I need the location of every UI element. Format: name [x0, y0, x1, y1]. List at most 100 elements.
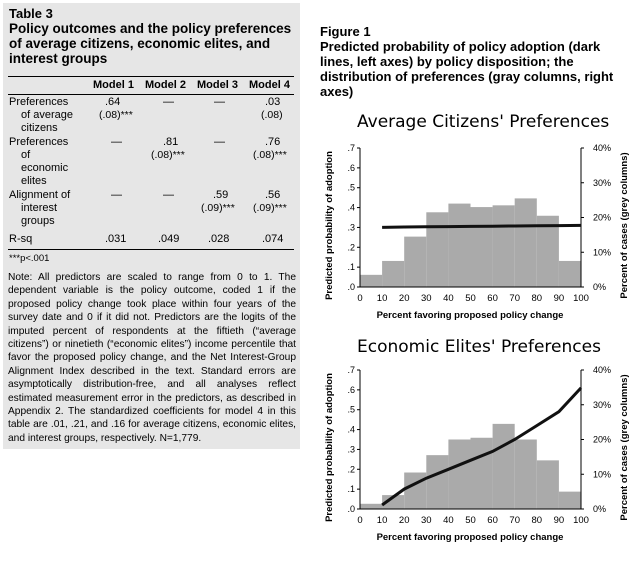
y-axis-title: Predicted probability of adoption — [324, 373, 335, 522]
col-header-model-3: Model 3 — [197, 79, 238, 91]
y2-tick-label-0: 0% — [593, 282, 606, 292]
y-tick-label-0: .0 — [347, 504, 355, 514]
row-label-average-citizens-1: Preferences — [9, 96, 69, 108]
y-axis-title: Predicted probability of adoption — [324, 151, 335, 300]
y-tick-label-6: .6 — [347, 163, 355, 173]
row-label-elites-3: economic — [21, 162, 69, 174]
x-tick-label-4: 40 — [443, 515, 454, 526]
header-rule-top — [8, 76, 294, 77]
row-label-groups-2: interest — [21, 202, 58, 214]
y-tick-label-1: .1 — [347, 262, 355, 272]
x-tick-label-7: 70 — [509, 293, 520, 304]
significance-note: ***p<.001 — [9, 253, 50, 264]
bar-0 — [360, 274, 383, 287]
x-tick-label-2: 20 — [399, 293, 410, 304]
y2-tick-label-4: 40% — [593, 143, 611, 153]
x-tick-label-1: 10 — [377, 293, 388, 304]
figure-caption: Predicted probability of policy adoption… — [320, 39, 614, 99]
rsq-m3: .028 — [208, 233, 230, 245]
coef-m4-groups: .56 — [265, 189, 281, 201]
chart-average-citizens: .0 .1 .2 .3 .4 .5 .6 .7 0% 10% 20% 30% 40% 0 10 20 30 40 5… — [324, 143, 630, 321]
bar-5 — [470, 437, 493, 509]
x-tick-label-4: 40 — [443, 293, 454, 304]
bar-8 — [536, 460, 559, 509]
table-number: Table 3 — [9, 6, 53, 21]
se-m4-groups: (.09)*** — [253, 202, 287, 214]
bar-1 — [382, 495, 405, 509]
table-bottom-rule — [8, 249, 294, 250]
x-tick-label-10: 100 — [573, 515, 589, 526]
figure-caption-block: Figure 1 Predicted probability of policy… — [320, 24, 632, 99]
y2-tick-label-1: 10% — [593, 247, 611, 257]
col-header-model-1: Model 1 — [93, 79, 134, 91]
bar-7 — [514, 439, 537, 509]
y2-tick-label-2: 20% — [593, 213, 611, 223]
dash-m1-elites: — — [111, 136, 122, 148]
x-tick-label-5: 50 — [465, 293, 476, 304]
bar-2 — [404, 236, 427, 287]
coef-m4-avg: .03 — [265, 96, 281, 108]
rsq-m4: .074 — [262, 233, 284, 245]
y-tick-label-3: .3 — [347, 222, 355, 232]
dash-m1-groups: — — [111, 189, 122, 201]
y2-axis-title: Percent of cases (grey columns) — [619, 152, 630, 298]
y-tick-label-4: .4 — [347, 203, 355, 213]
bar-6 — [492, 423, 515, 509]
bar-2 — [404, 472, 427, 509]
x-tick-label-7: 70 — [509, 515, 520, 526]
x-tick-label-0: 0 — [357, 515, 362, 526]
y-tick-label-2: .2 — [347, 242, 355, 252]
col-header-model-4: Model 4 — [249, 79, 290, 91]
chart-economic-elites: .0 .1 .2 .3 .4 .5 .6 .7 0% 10% 20% 30% 40% 0 10 20 30 40 5… — [324, 365, 630, 543]
row-label-elites-1: Preferences — [9, 136, 69, 148]
bar-7 — [514, 198, 537, 287]
dash-m2-groups: — — [163, 189, 174, 201]
x-axis-title: Percent favoring proposed policy change — [377, 310, 564, 321]
rsq-m1: .031 — [105, 233, 127, 245]
x-tick-label-10: 100 — [573, 293, 589, 304]
se-m3-groups: (.09)*** — [201, 202, 235, 214]
chart-2-title: Economic Elites' Preferences — [357, 337, 601, 357]
dash-m3-elites: — — [214, 136, 225, 148]
y-tick-label-0: .0 — [347, 282, 355, 292]
y2-tick-label-3: 30% — [593, 400, 611, 410]
y-tick-label-6: .6 — [347, 385, 355, 395]
figure-number: Figure 1 — [320, 24, 371, 39]
y2-tick-label-4: 40% — [593, 365, 611, 375]
header-rule-bottom — [8, 94, 294, 95]
coef-m4-elites: .76 — [265, 136, 281, 148]
x-axis-title: Percent favoring proposed policy change — [377, 532, 564, 543]
row-label-rsq: R-sq — [9, 233, 33, 245]
y2-tick-label-3: 30% — [593, 178, 611, 188]
bar-8 — [536, 215, 559, 287]
x-tick-label-3: 30 — [421, 293, 432, 304]
table-note: Note: All predictors are scaled to range… — [8, 272, 296, 444]
bar-3 — [426, 212, 449, 287]
bar-9 — [558, 260, 581, 287]
y2-axis-title: Percent of cases (grey columns) — [619, 374, 630, 520]
x-tick-label-1: 10 — [377, 515, 388, 526]
coef-m2-elites: .81 — [163, 136, 179, 148]
x-tick-label-9: 90 — [554, 515, 565, 526]
x-tick-label-2: 20 — [399, 515, 410, 526]
row-label-groups-3: groups — [21, 215, 55, 227]
x-tick-label-8: 80 — [532, 515, 543, 526]
se-m4-avg: (.08) — [261, 109, 283, 121]
bar-6 — [492, 205, 515, 287]
row-label-average-citizens-2: of average — [21, 109, 73, 121]
y-tick-label-1: .1 — [347, 484, 355, 494]
y-tick-label-3: .3 — [347, 444, 355, 454]
x-tick-label-0: 0 — [357, 293, 362, 304]
bar-5 — [470, 207, 493, 287]
col-header-model-2: Model 2 — [145, 79, 186, 91]
bar-4 — [448, 439, 471, 509]
y-tick-label-7: .7 — [347, 365, 355, 375]
coef-m1-avg: .64 — [105, 96, 121, 108]
y2-tick-label-1: 10% — [593, 469, 611, 479]
row-label-elites-2: of — [21, 149, 31, 161]
row-label-elites-4: elites — [21, 175, 47, 187]
x-tick-label-5: 50 — [465, 515, 476, 526]
bar-4 — [448, 203, 471, 287]
coef-m3-groups: .59 — [213, 189, 229, 201]
